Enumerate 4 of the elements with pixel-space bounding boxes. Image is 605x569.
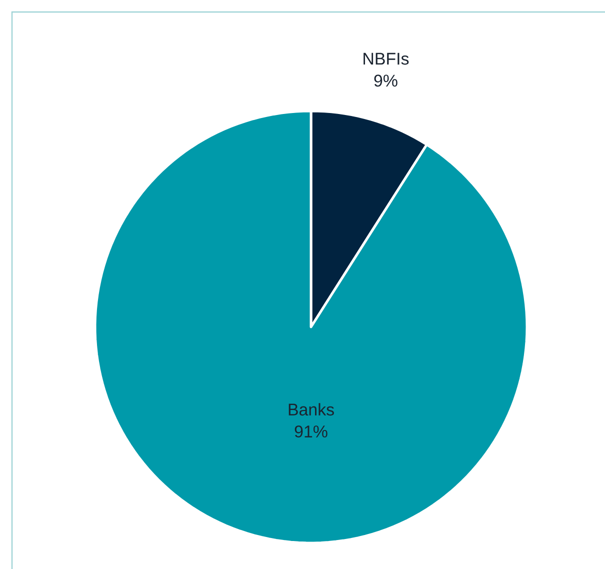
data-label: 91% <box>294 426 328 438</box>
slice-label: NBFIs <box>364 52 409 65</box>
data-label: 9% <box>374 74 398 87</box>
slice-label: Banks <box>288 403 334 416</box>
